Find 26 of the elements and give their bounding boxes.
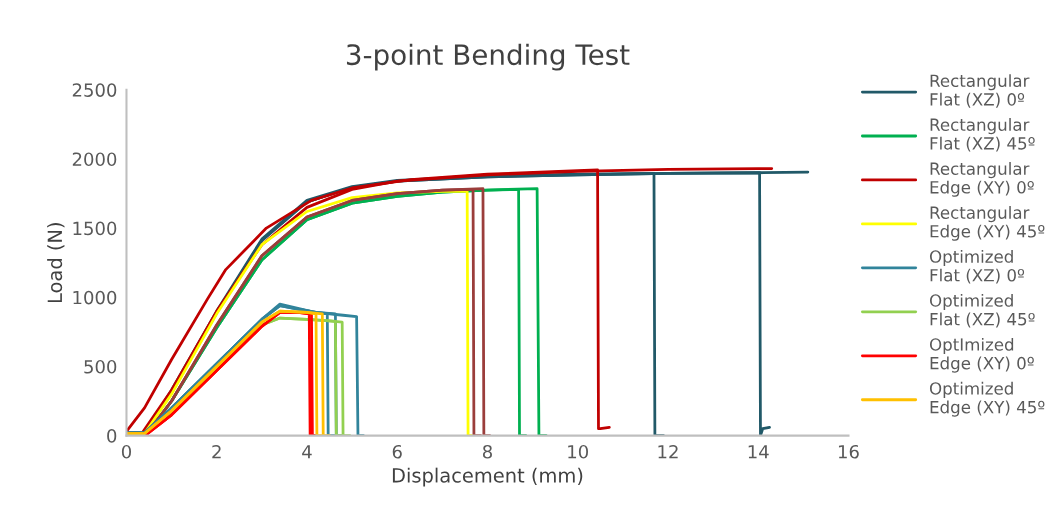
legend-label: Rectangular Flat (XZ) 45º [930,118,1035,152]
x-tick-label: 12 [658,444,678,459]
y-tick-label: 2000 [72,152,117,167]
y-tick-label: 1000 [73,290,117,305]
x-tick-label: 16 [838,444,859,459]
chart-title: 3-point Bending Test [346,43,630,71]
y-axis-title: Load (N) [47,223,65,303]
y-tick-label: 500 [84,359,117,374]
legend-label: Optimized Flat (XZ) 45º [929,293,1035,328]
y-tick-label: 0 [107,429,117,443]
legend-label: Optimized Edge (XY) 45º [929,381,1045,417]
x-tick-label: 4 [302,445,312,459]
x-tick-label: 0 [121,444,132,459]
y-tick-label: 2500 [72,83,117,97]
x-tick-label: 2 [212,444,221,459]
x-tick-label: 8 [482,444,492,459]
legend-label: Rectangular Edge (XY) 0º [930,162,1034,197]
x-tick-label: 10 [568,444,589,459]
x-axis-title: Displacement (mm) [392,467,583,487]
x-tick-label: 14 [748,445,769,459]
legend-label: Optimized Flat (XZ) 0º [929,249,1025,284]
y-tick-label: 1500 [73,221,117,236]
x-tick-label: 6 [392,444,402,459]
legend-label: OptImized Edge (XY) 0º [929,337,1034,373]
legend-label: Rectangular Flat (XZ) 0º [930,74,1030,108]
legend-label: Rectangular Edge (XY) 45º [930,206,1045,241]
